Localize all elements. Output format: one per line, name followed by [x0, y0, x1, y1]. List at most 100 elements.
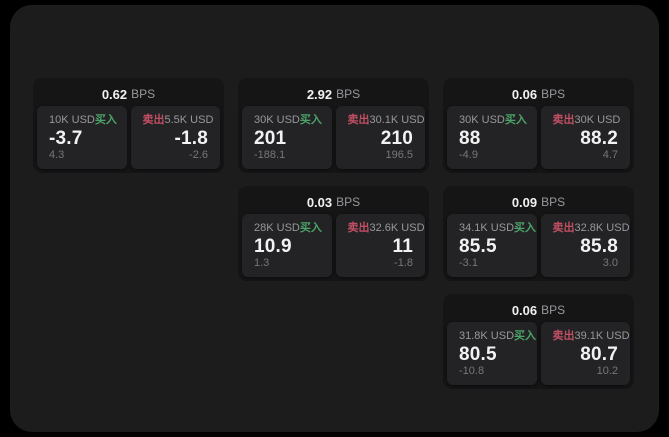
bps-header: 0.06 BPS [447, 298, 630, 322]
sell-tile-header: 卖出 5.5K USD [142, 114, 214, 127]
buy-tile[interactable]: 28K USD 买入 10.9 1.3 [242, 214, 332, 277]
sell-price: 11 [392, 235, 413, 257]
buy-tile[interactable]: 30K USD 买入 201 -188.1 [242, 106, 332, 169]
bps-value: 0.03 [306, 194, 333, 210]
buy-tile-header: 30K USD 买入 [459, 114, 527, 127]
bps-unit-label: BPS [541, 303, 566, 317]
buy-delta: -188.1 [254, 149, 286, 161]
buy-tile[interactable]: 34.1K USD 买入 85.5 -3.1 [447, 214, 537, 277]
buy-tile[interactable]: 30K USD 买入 88 -4.9 [447, 106, 537, 169]
quote-card-body: 28K USD 买入 10.9 1.3 卖出 32.6K USD 11 -1.8 [242, 214, 425, 277]
sell-tile-header: 卖出 30K USD [552, 114, 621, 127]
bps-value: 0.06 [511, 86, 538, 102]
sell-tile-header: 卖出 32.6K USD [347, 222, 425, 235]
quote-card-body: 30K USD 买入 88 -4.9 卖出 30K USD 88.2 4.7 [447, 106, 630, 169]
bps-value: 0.09 [511, 194, 538, 210]
sell-side-label: 卖出 [552, 222, 575, 234]
bps-header: 0.62 BPS [37, 82, 220, 106]
buy-tile-header: 31.8K USD 买入 [459, 330, 536, 343]
quote-card: 0.06 BPS 31.8K USD 买入 80.5 -10.8 卖出 39.1… [443, 294, 634, 389]
sell-side-label: 卖出 [552, 114, 575, 126]
buy-amount: 30K USD [254, 114, 300, 126]
sell-tile[interactable]: 卖出 32.6K USD 11 -1.8 [335, 214, 425, 277]
quotes-grid: 0.62 BPS 10K USD 买入 -3.7 4.3 卖出 5.5K USD… [33, 78, 634, 389]
buy-price: 80.5 [459, 343, 497, 365]
sell-tile-header: 卖出 39.1K USD [552, 330, 630, 343]
sell-price: 88.2 [580, 127, 618, 149]
buy-side-label: 买入 [514, 330, 537, 342]
sell-amount: 30K USD [574, 114, 621, 126]
buy-amount: 10K USD [49, 114, 95, 126]
bps-unit-label: BPS [541, 195, 566, 209]
buy-delta: -10.8 [459, 365, 485, 377]
buy-amount: 30K USD [459, 114, 505, 126]
bps-value: 0.06 [511, 302, 538, 318]
sell-tile[interactable]: 卖出 39.1K USD 80.7 10.2 [540, 322, 630, 385]
sell-side-label: 卖出 [347, 114, 370, 126]
buy-price: -3.7 [49, 127, 83, 149]
buy-tile-header: 34.1K USD 买入 [459, 222, 536, 235]
sell-side-label: 卖出 [142, 114, 165, 126]
sell-price: -1.8 [174, 127, 208, 149]
sell-price: 80.7 [580, 343, 618, 365]
quote-card-body: 31.8K USD 买入 80.5 -10.8 卖出 39.1K USD 80.… [447, 322, 630, 385]
sell-tile[interactable]: 卖出 5.5K USD -1.8 -2.6 [130, 106, 220, 169]
quote-card: 2.92 BPS 30K USD 买入 201 -188.1 卖出 30.1K … [238, 78, 429, 173]
buy-side-label: 买入 [504, 114, 527, 126]
buy-amount: 31.8K USD [459, 330, 515, 342]
buy-price: 88 [459, 127, 481, 149]
bps-unit-label: BPS [336, 87, 361, 101]
buy-price: 10.9 [254, 235, 292, 257]
buy-delta: -3.1 [459, 257, 478, 269]
sell-amount: 32.8K USD [574, 222, 630, 234]
buy-tile[interactable]: 31.8K USD 买入 80.5 -10.8 [447, 322, 537, 385]
bps-header: 2.92 BPS [242, 82, 425, 106]
bps-unit-label: BPS [131, 87, 156, 101]
buy-amount: 28K USD [254, 222, 300, 234]
sell-delta: -1.8 [394, 257, 413, 269]
buy-delta: 4.3 [49, 149, 65, 161]
bps-value: 0.62 [101, 86, 128, 102]
sell-tile[interactable]: 卖出 32.8K USD 85.8 3.0 [540, 214, 630, 277]
quote-card: 0.03 BPS 28K USD 买入 10.9 1.3 卖出 32.6K US… [238, 186, 429, 281]
sell-side-label: 卖出 [552, 330, 575, 342]
sell-side-label: 卖出 [347, 222, 370, 234]
quote-card-body: 10K USD 买入 -3.7 4.3 卖出 5.5K USD -1.8 -2.… [37, 106, 220, 169]
sell-amount: 39.1K USD [574, 330, 630, 342]
buy-side-label: 买入 [514, 222, 537, 234]
sell-delta: 4.7 [602, 149, 618, 161]
bps-header: 0.06 BPS [447, 82, 630, 106]
sell-tile-header: 卖出 32.8K USD [552, 222, 630, 235]
bps-header: 0.09 BPS [447, 190, 630, 214]
sell-amount: 5.5K USD [164, 114, 214, 126]
quote-card-body: 30K USD 买入 201 -188.1 卖出 30.1K USD 210 1… [242, 106, 425, 169]
buy-tile-header: 10K USD 买入 [49, 114, 117, 127]
buy-price: 201 [254, 127, 287, 149]
sell-tile[interactable]: 卖出 30K USD 88.2 4.7 [540, 106, 630, 169]
quote-card: 0.09 BPS 34.1K USD 买入 85.5 -3.1 卖出 32.8K… [443, 186, 634, 281]
bps-header: 0.03 BPS [242, 190, 425, 214]
bps-unit-label: BPS [541, 87, 566, 101]
buy-tile-header: 28K USD 买入 [254, 222, 322, 235]
sell-delta: 196.5 [385, 149, 413, 161]
bps-value: 2.92 [306, 86, 333, 102]
buy-side-label: 买入 [299, 114, 322, 126]
sell-amount: 32.6K USD [369, 222, 425, 234]
buy-side-label: 买入 [94, 114, 117, 126]
sell-price: 210 [380, 127, 413, 149]
sell-delta: -2.6 [189, 149, 208, 161]
quote-card: 0.62 BPS 10K USD 买入 -3.7 4.3 卖出 5.5K USD… [33, 78, 224, 173]
sell-tile-header: 卖出 30.1K USD [347, 114, 425, 127]
buy-tile[interactable]: 10K USD 买入 -3.7 4.3 [37, 106, 127, 169]
bps-unit-label: BPS [336, 195, 361, 209]
quote-card: 0.06 BPS 30K USD 买入 88 -4.9 卖出 30K USD 8… [443, 78, 634, 173]
buy-amount: 34.1K USD [459, 222, 515, 234]
quote-card-body: 34.1K USD 买入 85.5 -3.1 卖出 32.8K USD 85.8… [447, 214, 630, 277]
app-window: 0.62 BPS 10K USD 买入 -3.7 4.3 卖出 5.5K USD… [10, 5, 659, 432]
buy-delta: 1.3 [254, 257, 270, 269]
sell-tile[interactable]: 卖出 30.1K USD 210 196.5 [335, 106, 425, 169]
buy-price: 85.5 [459, 235, 497, 257]
sell-delta: 3.0 [602, 257, 618, 269]
buy-side-label: 买入 [299, 222, 322, 234]
sell-delta: 10.2 [596, 365, 618, 377]
